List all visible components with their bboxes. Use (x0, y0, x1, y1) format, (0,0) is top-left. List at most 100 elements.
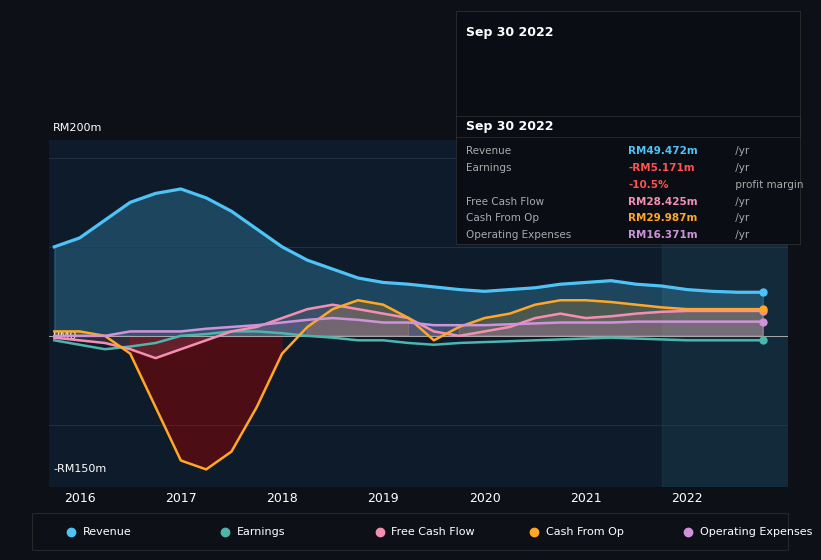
Revenue (277, 244, 287, 250)
Revenue (682, 286, 692, 293)
Text: Revenue: Revenue (83, 527, 131, 537)
Operating Expenses (530, 320, 540, 326)
Revenue (328, 266, 337, 273)
Text: /yr: /yr (732, 197, 749, 207)
Earnings (556, 336, 566, 343)
Free Cash Flow (378, 310, 388, 317)
Operating Expenses (252, 322, 262, 329)
Line: Earnings: Earnings (54, 332, 763, 349)
Earnings (631, 335, 641, 342)
Cash From Op (252, 404, 262, 410)
Revenue (631, 281, 641, 288)
Earnings (126, 343, 135, 350)
Free Cash Flow (758, 307, 768, 314)
Free Cash Flow (75, 337, 85, 344)
Text: /yr: /yr (732, 146, 749, 156)
Operating Expenses (150, 328, 160, 335)
Operating Expenses (505, 321, 515, 328)
Earnings (505, 338, 515, 344)
Cash From Op (378, 301, 388, 308)
Earnings (49, 337, 59, 344)
Operating Expenses (404, 319, 414, 326)
Operating Expenses (631, 318, 641, 325)
Text: RM28.425m: RM28.425m (628, 197, 698, 207)
Revenue (201, 194, 211, 201)
Earnings (75, 342, 85, 348)
Operating Expenses (429, 322, 438, 329)
Earnings (378, 337, 388, 344)
Earnings (580, 335, 590, 342)
Operating Expenses (556, 319, 566, 326)
Earnings (732, 337, 742, 344)
Cash From Op (302, 324, 312, 330)
Cash From Op (606, 298, 616, 305)
Revenue (657, 283, 667, 290)
Earnings (682, 337, 692, 344)
Revenue (100, 217, 110, 223)
Earnings (328, 334, 337, 341)
Operating Expenses (100, 333, 110, 339)
Operating Expenses (126, 328, 135, 335)
Free Cash Flow (227, 328, 236, 335)
Text: /yr: /yr (732, 230, 749, 240)
Earnings (150, 339, 160, 346)
Earnings (302, 333, 312, 339)
Revenue (353, 274, 363, 281)
Cash From Op (429, 337, 438, 344)
Free Cash Flow (353, 306, 363, 312)
Cash From Op (150, 404, 160, 410)
Earnings (758, 337, 768, 344)
Earnings (404, 339, 414, 346)
Free Cash Flow (176, 346, 186, 353)
Free Cash Flow (606, 313, 616, 320)
Text: RM29.987m: RM29.987m (628, 213, 698, 223)
Free Cash Flow (201, 337, 211, 344)
Operating Expenses (708, 318, 718, 325)
Text: RM16.371m: RM16.371m (628, 230, 698, 240)
Free Cash Flow (556, 310, 566, 317)
Free Cash Flow (126, 346, 135, 353)
Earnings (429, 342, 438, 348)
Earnings (657, 336, 667, 343)
Text: Operating Expenses: Operating Expenses (466, 230, 571, 240)
Cash From Op (176, 457, 186, 464)
Operating Expenses (758, 318, 768, 325)
Revenue (404, 281, 414, 288)
Revenue (758, 289, 768, 296)
Cash From Op (530, 301, 540, 308)
Operating Expenses (201, 325, 211, 332)
Text: /yr: /yr (732, 213, 749, 223)
Cash From Op (732, 306, 742, 312)
Cash From Op (580, 297, 590, 304)
Free Cash Flow (732, 307, 742, 314)
Revenue (505, 286, 515, 293)
Free Cash Flow (708, 307, 718, 314)
Earnings (100, 346, 110, 353)
Operating Expenses (49, 333, 59, 339)
Text: profit margin: profit margin (732, 180, 803, 190)
Operating Expenses (277, 319, 287, 326)
Cash From Op (277, 351, 287, 357)
Revenue (49, 244, 59, 250)
Earnings (530, 337, 540, 344)
Line: Revenue: Revenue (54, 189, 763, 292)
Text: Cash From Op: Cash From Op (546, 527, 623, 537)
Cash From Op (657, 304, 667, 311)
Revenue (454, 286, 464, 293)
Cash From Op (227, 448, 236, 455)
Free Cash Flow (252, 324, 262, 330)
Text: Cash From Op: Cash From Op (466, 213, 539, 223)
Revenue (302, 257, 312, 264)
Revenue (227, 208, 236, 214)
Revenue (150, 190, 160, 197)
Cash From Op (454, 324, 464, 330)
Line: Free Cash Flow: Free Cash Flow (54, 305, 763, 358)
Text: Earnings: Earnings (237, 527, 286, 537)
Text: RM0: RM0 (53, 331, 77, 341)
Line: Cash From Op: Cash From Op (54, 300, 763, 469)
Bar (662, 140, 788, 487)
Free Cash Flow (429, 328, 438, 335)
Free Cash Flow (631, 310, 641, 317)
Free Cash Flow (100, 339, 110, 346)
Free Cash Flow (580, 315, 590, 321)
